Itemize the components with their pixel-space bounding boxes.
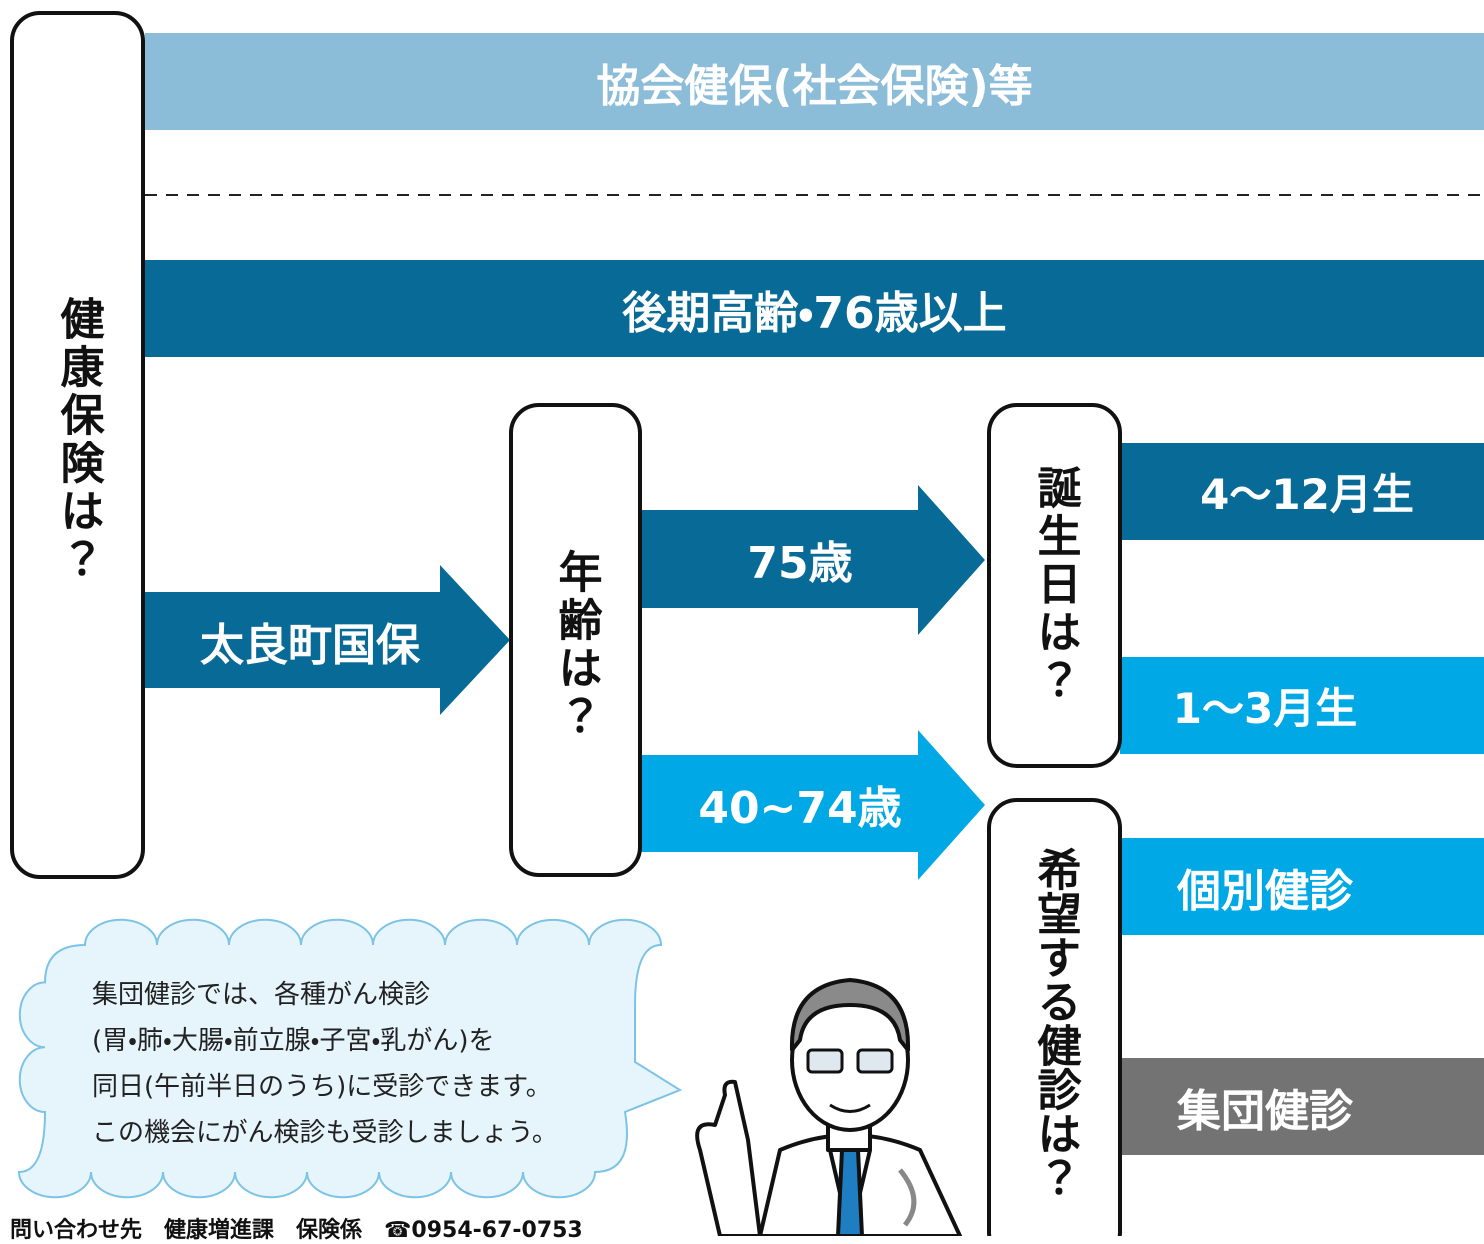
bubble-text: 同日(午前半日のうち)に受診できます。 — [92, 1066, 552, 1103]
doctor-illustration — [697, 980, 960, 1236]
bubble-text: この機会にがん検診も受診しましょう。 — [92, 1112, 558, 1149]
outcome-label: 1～3月生 — [1120, 657, 1410, 754]
arrow-label: 75歳 — [650, 510, 950, 608]
question-label: 健康保険は？ — [12, 250, 143, 630]
page: 協会健保(社会保険)等 後期高齢・76歳以上 太良町国保 75歳 40~74歳 … — [0, 0, 1484, 1236]
bubble-text: 集団健診では、各種がん検診 — [92, 974, 430, 1011]
outcome-label: 個別健診 — [1120, 838, 1410, 935]
outcome-label: 4～12月生 — [1130, 443, 1484, 540]
band-label: 後期高齢・76歳以上 — [145, 260, 1484, 357]
arrow-label: 太良町国保 — [160, 592, 460, 689]
question-label: 年齢は？ — [511, 520, 640, 770]
question-label: 希望する健診は？ — [989, 815, 1120, 1230]
band-label: 協会健保(社会保険)等 — [145, 33, 1484, 130]
footer-contact: 問い合わせ先 健康増進課 保険係 ☎0954-67-0753 — [10, 1212, 583, 1244]
arrow-label: 40~74歳 — [650, 755, 950, 852]
outcome-label: 集団健診 — [1120, 1058, 1410, 1155]
speech-bubble — [19, 920, 680, 1197]
bubble-text: (胃・肺・大腸・前立腺・子宮・乳がん)を — [92, 1020, 495, 1057]
question-label: 誕生日は？ — [989, 440, 1120, 730]
